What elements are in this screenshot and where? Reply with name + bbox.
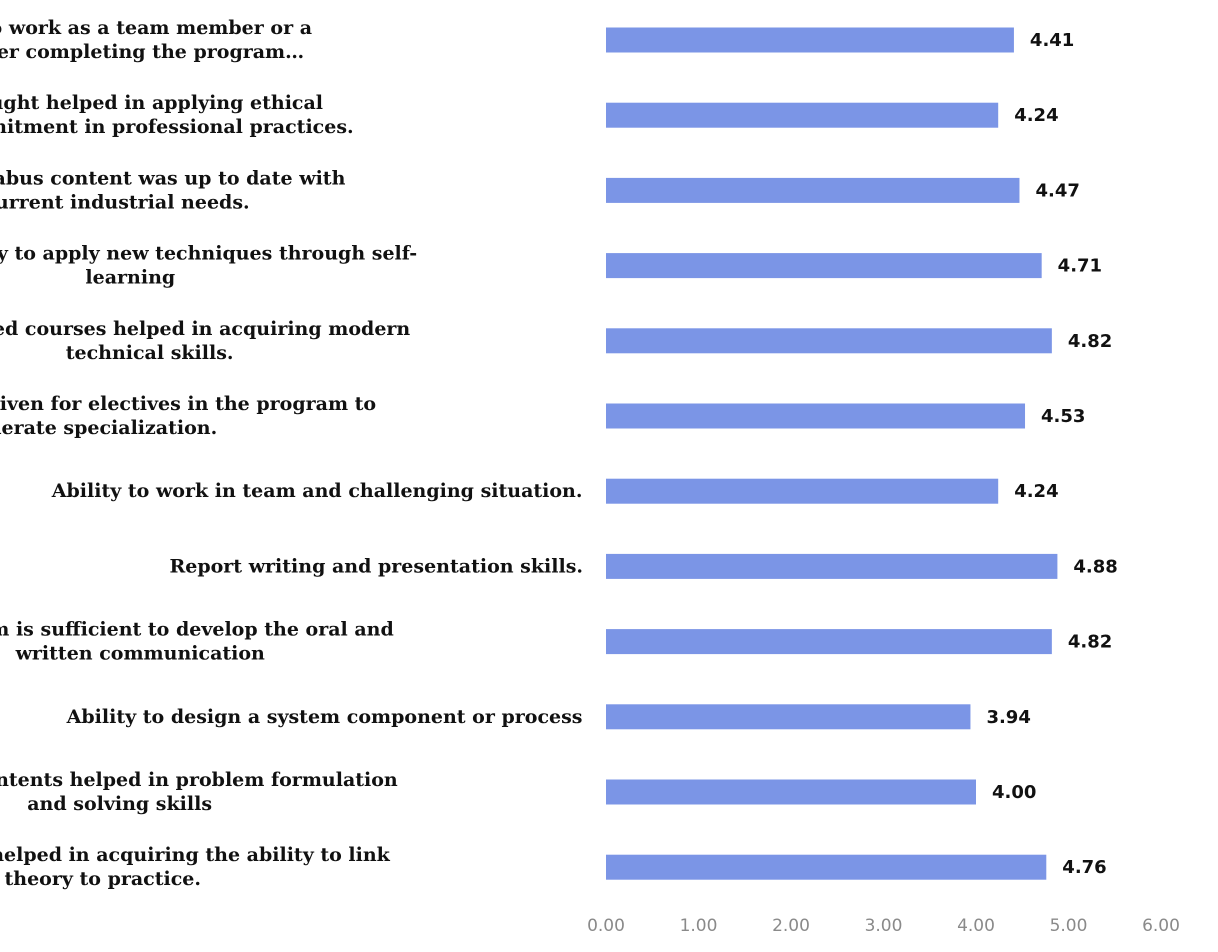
- bar-value-label: 4.76: [1062, 857, 1106, 878]
- bar: [606, 854, 1047, 880]
- bar-value-label: 4.53: [1041, 406, 1085, 427]
- category-label: Report writing and presentation skills.: [169, 555, 583, 577]
- bar: [606, 27, 1014, 53]
- bar: [606, 478, 999, 504]
- category-label: Ability to design a system component or …: [66, 706, 583, 728]
- bar-value-label: 3.94: [986, 707, 1030, 728]
- bar-value-label: 4.47: [1035, 180, 1079, 201]
- category-label: The courses taught helped in applying et…: [0, 92, 354, 138]
- x-tick-label: 0.00: [587, 916, 625, 936]
- x-tick-label: 6.00: [1142, 916, 1180, 936]
- category-label: The relevance of syllabus content was up…: [0, 167, 346, 213]
- bar-value-label: 4.00: [992, 782, 1036, 803]
- category-labels: Acquired the ability to work as a team m…: [0, 17, 583, 890]
- bar-value-label: 4.41: [1030, 30, 1074, 51]
- bar-value-label: 4.71: [1058, 256, 1102, 277]
- bar: [606, 177, 1020, 203]
- bar-value-label: 4.82: [1068, 632, 1112, 653]
- bar-value-label: 4.24: [1014, 481, 1058, 502]
- x-tick-label: 5.00: [1050, 916, 1088, 936]
- bar: [606, 403, 1026, 429]
- bar: [606, 253, 1042, 279]
- x-tick-label: 3.00: [865, 916, 903, 936]
- x-tick-label: 1.00: [680, 916, 718, 936]
- x-tick-label: 2.00: [772, 916, 810, 936]
- x-axis-ticks: 0.00 1.00 2.00 3.00 4.00 5.00 6.00: [587, 916, 1180, 936]
- bar-value-label: 4.82: [1068, 331, 1112, 352]
- category-label: Rate the ability to apply new techniques…: [0, 243, 417, 289]
- bar-value-label: 4.88: [1073, 556, 1117, 577]
- bar: [606, 553, 1058, 579]
- category-label: Rate the options given for electives in …: [0, 393, 376, 439]
- bar: [606, 779, 976, 805]
- bar: [606, 704, 971, 730]
- bar: [606, 102, 999, 128]
- bar: [606, 328, 1052, 354]
- category-label: Ability to work in team and challenging …: [51, 480, 583, 502]
- x-tick-label: 4.00: [957, 916, 995, 936]
- category-label: Acquired the ability to work as a team m…: [0, 17, 312, 63]
- category-label: Various courses helped in acquiring the …: [0, 844, 391, 890]
- bars: [606, 27, 1058, 880]
- category-label: Value added courses helped in acquiring …: [0, 318, 410, 364]
- category-label: Curriculum is sufficient to develop the …: [0, 619, 394, 665]
- category-label: Curriculum contents helped in problem fo…: [0, 769, 398, 815]
- data-labels: 4.41 4.24 4.47 4.71 4.82 4.53 4.24 4.88 4.82 3.94…: [986, 30, 1117, 878]
- bar-value-label: 4.24: [1014, 105, 1058, 126]
- bar: [606, 629, 1052, 655]
